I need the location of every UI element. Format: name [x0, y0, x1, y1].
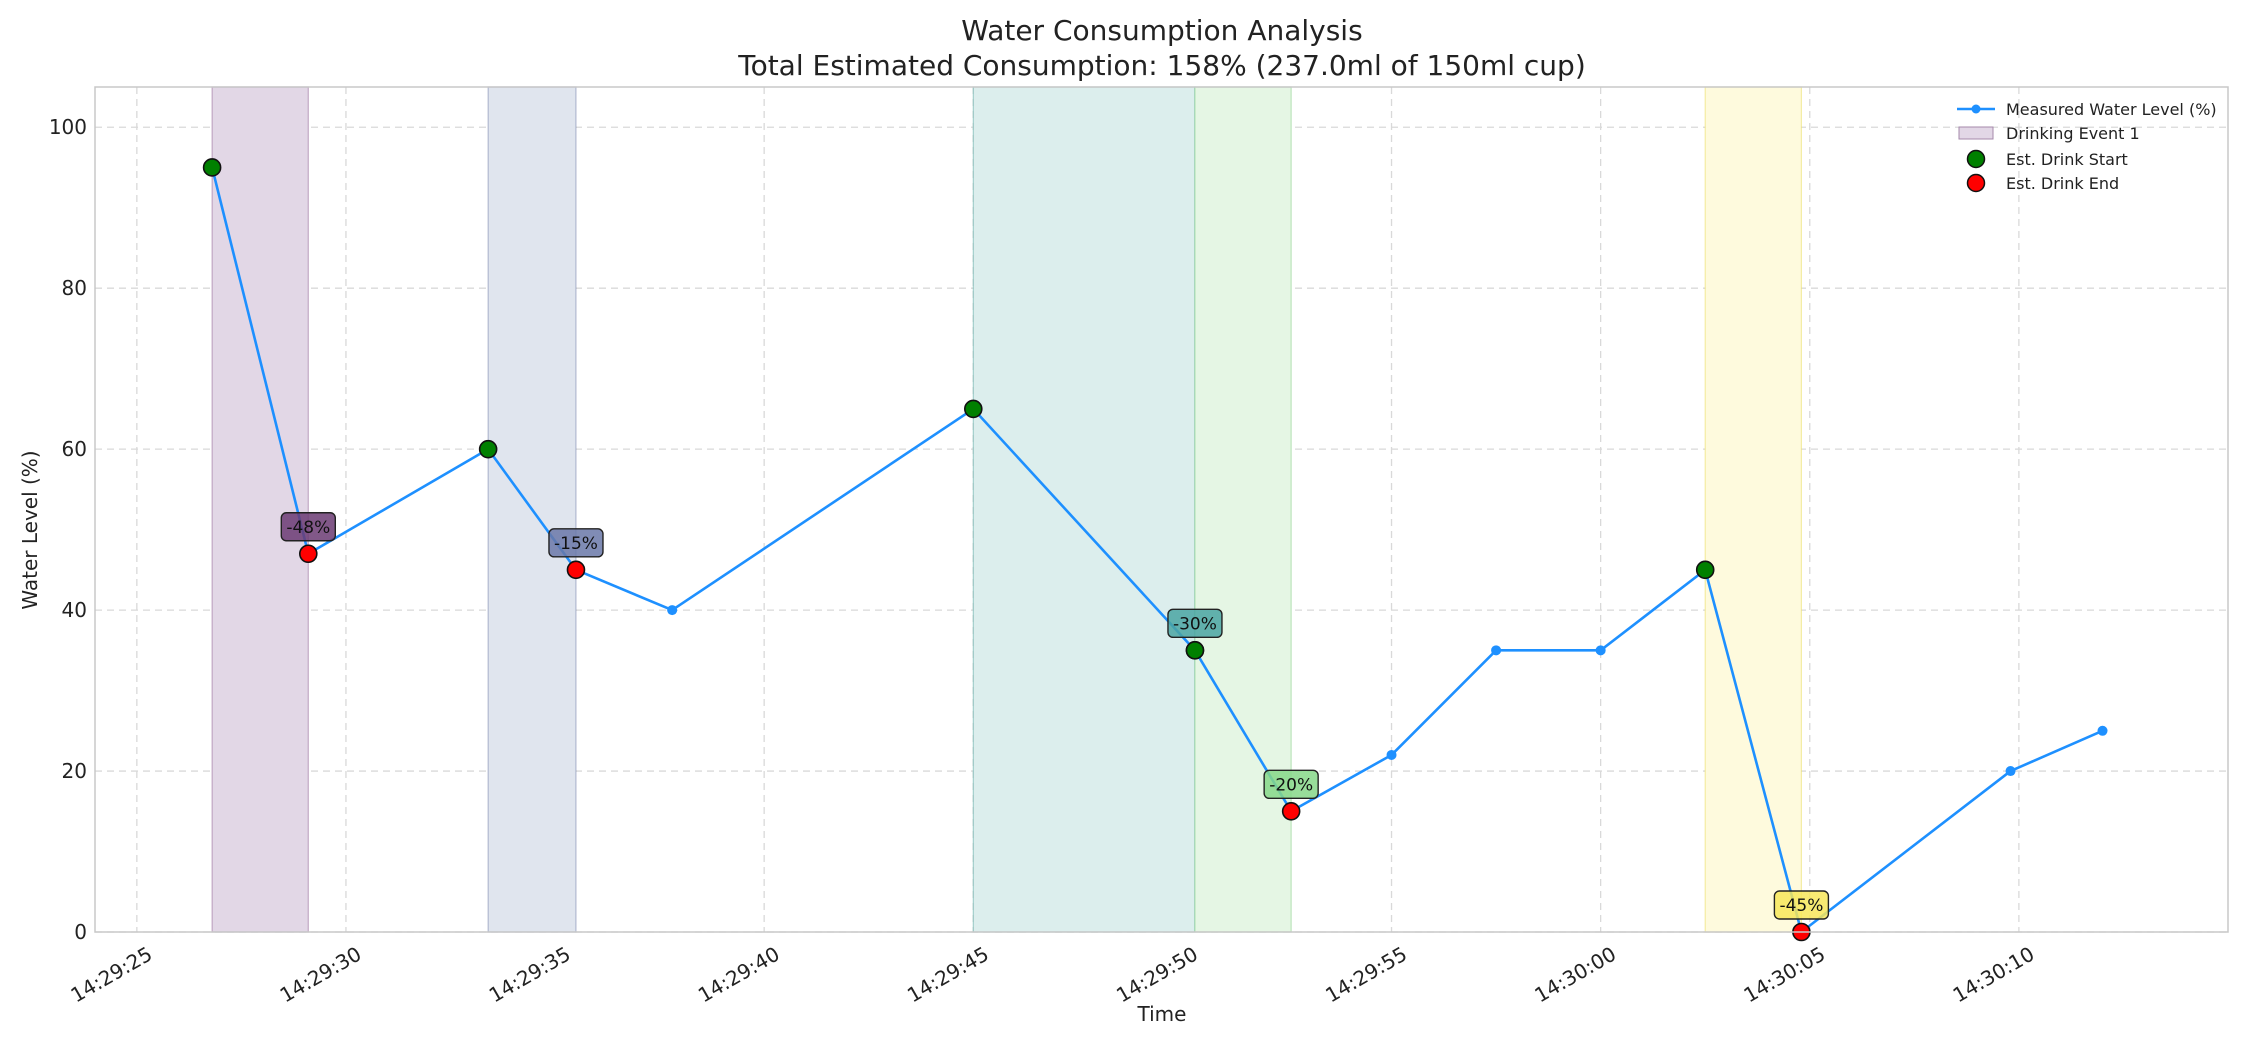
legend-patch-swatch	[1958, 126, 1994, 140]
y-tick-label: 80	[62, 276, 87, 300]
y-tick-label: 60	[62, 437, 87, 461]
legend-item: Est. Drink End	[1966, 173, 2119, 193]
data-point	[667, 605, 678, 616]
drink-start-marker	[963, 399, 983, 419]
x-tick-label: 14:30:10	[1949, 942, 2039, 1008]
annotation-layer: -48% -15% -30% -20% -45%	[280, 512, 1830, 920]
drink-change-label-box	[548, 528, 604, 558]
x-tick-label: 14:30:05	[1739, 942, 1829, 1008]
x-tick-label: 14:29:45	[903, 942, 993, 1008]
legend-item: Est. Drink Start	[1966, 149, 2128, 169]
drink-change-label-box	[1263, 769, 1319, 799]
legend: Measured Water Level (%) Drinking Event 1…	[1957, 100, 2217, 193]
x-tick-label: 14:30:00	[1530, 942, 1620, 1008]
chart-subtitle: Total Estimated Consumption: 158% (237.0…	[737, 49, 1586, 82]
plot-frame	[94, 86, 2229, 933]
drink-change-label-box	[1773, 890, 1830, 920]
drink-start-marker	[1695, 560, 1715, 580]
y-axis-label: Water Level (%)	[18, 450, 42, 609]
legend-marker-swatch	[1966, 173, 1986, 193]
drink-end-marker	[1281, 801, 1301, 821]
drink-start-marker	[478, 439, 498, 459]
legend-marker-swatch	[1966, 149, 1986, 169]
drink-change-label-box	[1167, 608, 1223, 639]
drinking-event-band	[211, 86, 309, 933]
drinking-event-band	[972, 86, 1196, 933]
data-point	[2005, 766, 2016, 777]
drink-end-marker	[298, 544, 318, 564]
event-band-layer	[211, 86, 1803, 933]
legend-label: Drinking Event 1	[2006, 124, 2140, 143]
legend-item: Drinking Event 1	[1958, 124, 2140, 143]
drink-change-label: -15%	[554, 534, 598, 554]
drink-change-label-box	[280, 512, 336, 542]
drink-change-label: -48%	[286, 518, 330, 538]
data-point	[1595, 645, 1606, 656]
y-tick-label: 100	[49, 115, 87, 139]
data-point	[2097, 725, 2108, 736]
drink-start-marker	[1185, 641, 1205, 660]
x-tick-label: 14:29:50	[1112, 942, 1202, 1008]
data-point	[1386, 749, 1397, 760]
y-tick-label: 40	[62, 598, 87, 622]
x-axis-label: Time	[1137, 1002, 1187, 1026]
event-marker-layer	[202, 158, 1811, 942]
y-tick-label: 0	[74, 920, 87, 944]
y-tick-label: 20	[62, 759, 87, 783]
chart-title: Water Consumption Analysis	[961, 14, 1362, 47]
drinking-event-band	[1704, 86, 1803, 933]
drink-end-marker	[566, 560, 586, 580]
x-tick-label: 14:29:30	[276, 942, 366, 1008]
legend-label: Est. Drink Start	[2006, 150, 2128, 169]
x-tick-label: 14:29:25	[67, 942, 157, 1008]
legend-point-swatch	[1971, 104, 1981, 114]
drink-start-marker	[202, 158, 222, 177]
data-point	[1491, 645, 1502, 656]
drinking-event-band	[1194, 86, 1292, 933]
legend-label: Est. Drink End	[2006, 174, 2119, 193]
drink-change-label: -45%	[1779, 896, 1823, 916]
legend-label: Measured Water Level (%)	[2006, 100, 2217, 119]
x-tick-label: 14:29:35	[485, 942, 575, 1008]
legend-item: Measured Water Level (%)	[1957, 100, 2217, 119]
drink-change-label: -30%	[1173, 614, 1217, 634]
x-tick-label: 14:29:40	[694, 942, 784, 1008]
drink-change-label: -20%	[1269, 775, 1313, 795]
x-tick-label: 14:29:55	[1321, 942, 1411, 1008]
